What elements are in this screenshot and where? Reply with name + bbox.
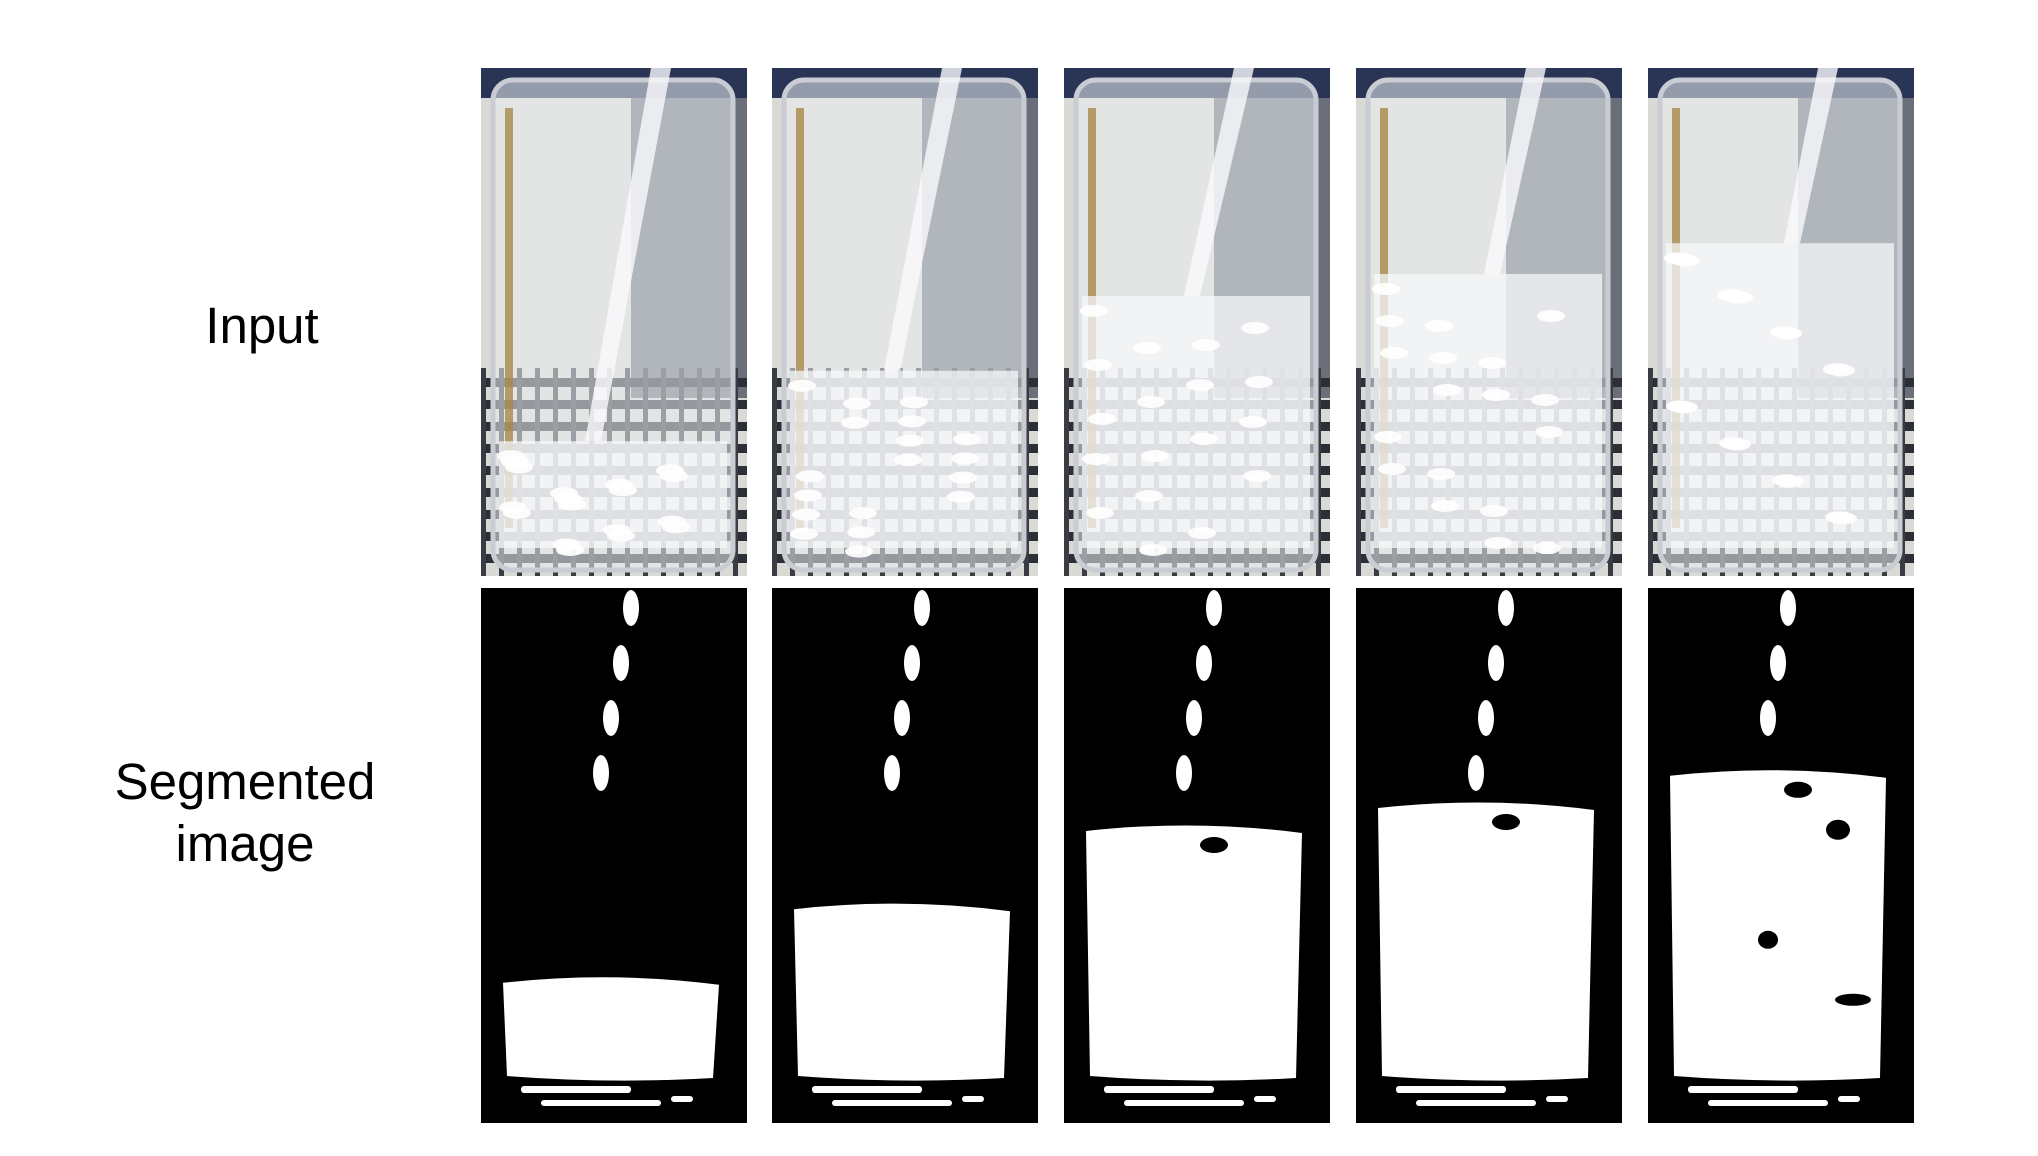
segmented-frame: [1356, 588, 1622, 1123]
input-row-label: Input: [205, 297, 319, 354]
segmented-frame: [1064, 588, 1330, 1123]
segmented-row-label: Segmented image: [114, 753, 376, 872]
segmented-frame: [772, 588, 1038, 1123]
input-frame: [1648, 68, 1914, 576]
input-frame: [1064, 68, 1330, 576]
input-frame: [481, 68, 747, 576]
input-frame: [772, 68, 1038, 576]
segmented-frame: [1648, 588, 1914, 1123]
input-frame: [1356, 68, 1622, 576]
segmented-frame: [481, 588, 747, 1123]
